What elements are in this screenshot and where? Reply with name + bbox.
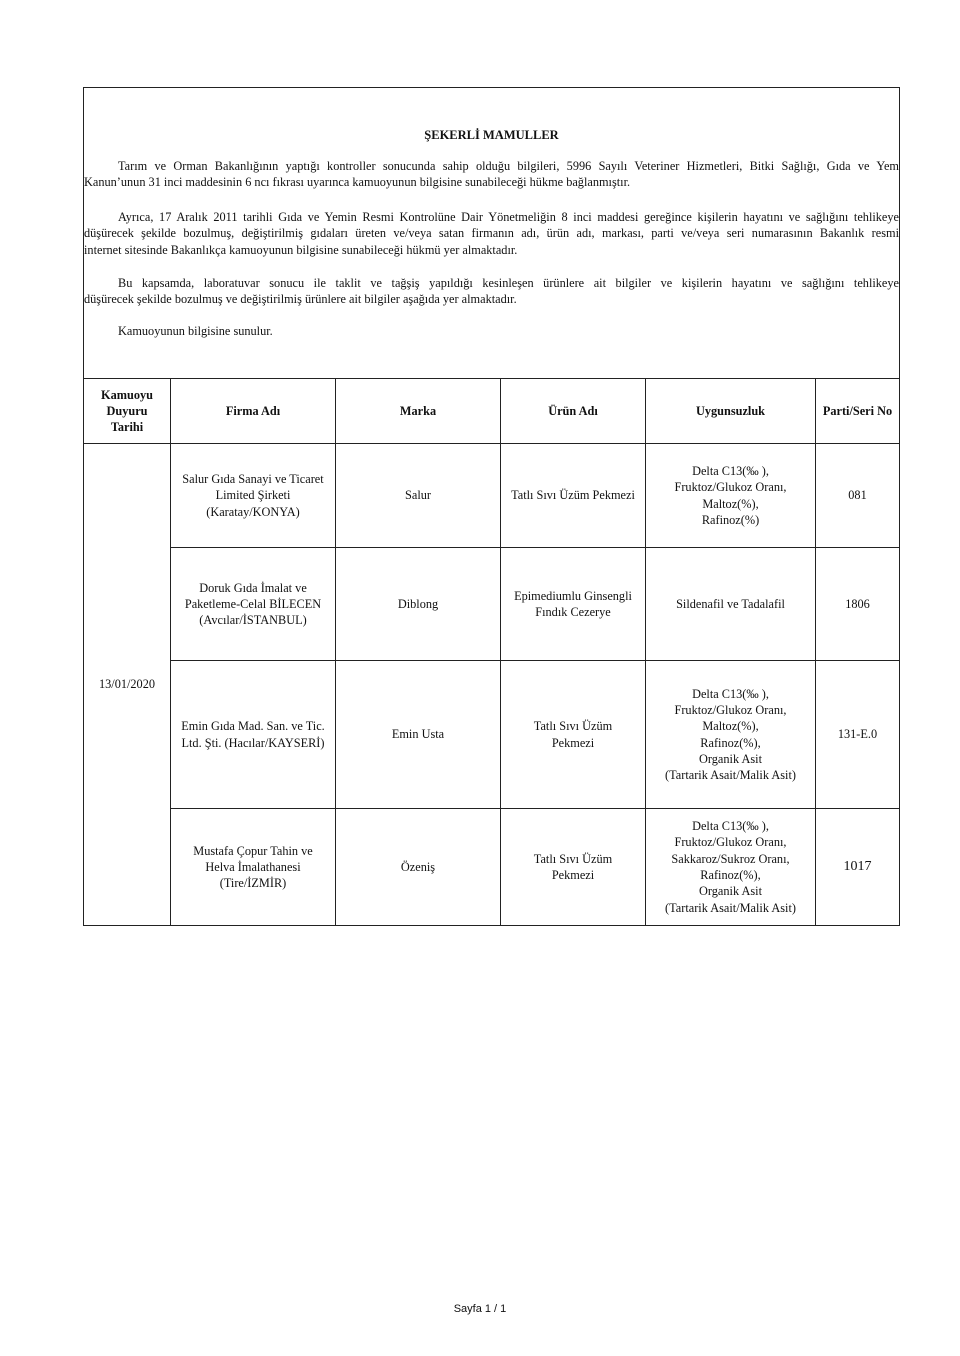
text-line: Tatlı Sıvı Üzüm Pekmezi [511,488,635,503]
header-uygunsuzluk: Uygunsuzluk [645,378,816,444]
line: Tarım ve Orman Bakanlığının yaptığı kont… [118,159,899,173]
line: Kanun’unun 31 inci maddesinin 6 ncı fıkr… [84,175,631,190]
marka-cell: Salur [335,443,501,548]
marka-cell: Özeniş [335,808,501,926]
document-title: ŞEKERLİ MAMULLER [424,128,559,142]
table-header-row: Kamuoyu Duyuru Tarihi Firma Adı Marka Ürün… [83,378,900,444]
text-line: Tatlı Sıvı Üzüm [533,719,613,734]
uygunsuzluk-cell: Sildenafil ve Tadalafil [645,547,816,661]
table-row: Mustafa Çopur Tahin ve Helva İmalathanesi… [84,808,900,926]
uygunsuzluk-cell: Delta C13(‰ ), Fruktoz/Glukoz Oranı, Malto… [645,660,816,809]
text-line: (Karatay/KONYA) [206,504,300,519]
table-row: Emin Gıda Mad. San. ve Tic. Ltd. Şti. (Ha… [84,660,900,809]
text-line: Emin Gıda Mad. San. ve Tic. [181,719,325,734]
table-row: Doruk Gıda İmalat ve Paketleme-Celal BİLE… [84,547,900,661]
uygunsuzluk-cell: Delta C13(‰ ), Fruktoz/Glukoz Oranı, Sakka… [645,808,816,926]
paragraph-1: Tarım ve Orman Bakanlığının yaptığı kont… [84,158,899,191]
text-line: Fruktoz/Glukoz Oranı, [674,835,787,850]
line: Bu kapsamda, laboratuvar sonucu ile takl… [118,276,899,290]
table-row: 13/01/2020 Salur Gıda Sanayi ve Ticaret L… [83,443,900,926]
text-line: (Tartarik Asait/Malik Asit) [665,900,796,915]
text-line: Delta C13(‰ ), [692,463,769,478]
urun-cell: Epimediumlu Ginsengli Fındık Cezerye [500,547,646,661]
text-line: Rafinoz(%), [700,868,761,882]
page-number: Sayfa 1 / 1 [453,1303,507,1315]
text-line: Maltoz(%), [702,719,759,734]
text-line: Fruktoz/Glukoz Oranı, [674,480,787,495]
firma-cell: Emin Gıda Mad. San. ve Tic. Ltd. Şti. (Ha… [170,660,336,809]
paragraph-4: Kamuoyunun bilgisine sunulur. [84,323,899,339]
urun-cell: Tatlı Sıvı Üzüm Pekmezi [500,808,646,926]
text-line: Ltd. Şti. (Hacılar/KAYSERİ) [181,735,325,750]
text-line: Pekmezi [551,735,595,750]
text-line: Organik Asit [699,884,762,899]
text-line: Paketleme-Celal BİLECEN [184,596,322,611]
parti-cell: 1017 [815,808,900,926]
text-line: Parti/Seri No [822,403,893,418]
text-line: Rafinoz(%), [700,735,761,750]
text-line: Kamuoyu [101,387,153,402]
header-date: Kamuoyu Duyuru Tarihi [83,378,171,444]
marka-cell: Emin Usta [335,660,501,809]
announcement-date: 13/01/2020 [83,443,171,926]
text-line: Ürün Adı [548,403,598,418]
text-line: Pekmezi [551,868,595,882]
product-table: Kamuoyu Duyuru Tarihi Firma Adı Marka Ürün… [83,378,900,926]
text-line: Fruktoz/Glukoz Oranı, [674,702,787,717]
text-line: Sakkaroz/Sukroz Oranı, [671,851,790,866]
text-line: Duyuru [106,403,148,418]
text-line: (Tartarik Asait/Malik Asit) [665,768,796,783]
text-line: Sildenafil ve Tadalafil [676,596,785,611]
parti-cell: 081 [815,443,900,548]
text-line: Rafinoz(%) [701,512,760,527]
text-line: Delta C13(‰ ), [692,686,769,701]
text-line: Salur Gıda Sanayi ve Ticaret [182,472,324,487]
intro-box: ŞEKERLİ MAMULLER Tarım ve Orman Bakanlığ… [83,87,900,379]
header-parti: Parti/Seri No [815,378,900,444]
header-urun: Ürün Adı [500,378,646,444]
text-line: (Tire/İZMİR) [219,876,287,891]
uygunsuzluk-cell: Delta C13(‰ ), Fruktoz/Glukoz Oranı, Malto… [645,443,816,548]
text-line: Firma Adı [225,403,281,418]
paragraph-3: Bu kapsamda, laboratuvar sonucu ile takl… [84,275,899,308]
urun-cell: Tatlı Sıvı Üzüm Pekmezi [500,443,646,548]
firma-cell: Mustafa Çopur Tahin ve Helva İmalathanesi… [170,808,336,926]
text-line: Marka [399,403,437,418]
text-line: Organik Asit [699,751,762,766]
text-line: Epimediumlu Ginsengli [514,588,632,603]
urun-cell: Tatlı Sıvı Üzüm Pekmezi [500,660,646,809]
text-line: Uygunsuzluk [695,403,766,418]
line: Kamuoyunun bilgisine sunulur. [118,324,273,338]
text-line: Tarihi [110,420,144,435]
parti-cell: 1806 [815,547,900,661]
text-line: Helva İmalathanesi [205,859,301,874]
header-marka: Marka [335,378,501,444]
marka-cell: Diblong [335,547,501,661]
line: internet sitesinde Bakanlıkça kamuoyunun… [84,242,518,257]
text-line: Fındık Cezerye [535,605,611,619]
header-firma: Firma Adı [170,378,336,444]
firma-cell: Doruk Gıda İmalat ve Paketleme-Celal BİLE… [170,547,336,661]
firma-cell: Salur Gıda Sanayi ve Ticaret Limited Şirk… [170,443,336,548]
text-line: Mustafa Çopur Tahin ve [193,843,313,858]
text-line: Limited Şirketi [215,488,291,503]
line: düşürecek şekilde bozulmuş ve değiştiril… [84,292,517,307]
line: düşürecek şekilde bozulmuş, değiştirilmi… [84,226,899,241]
parti-cell: 131-E.0 [815,660,900,809]
text-line: Tatlı Sıvı Üzüm [533,851,613,866]
text-line: (Avcılar/İSTANBUL) [199,613,307,628]
text-line: Maltoz(%), [702,496,759,511]
text-line: Doruk Gıda İmalat ve [199,580,307,595]
line: Ayrıca, 17 Aralık 2011 tarihli Gıda ve Y… [118,210,899,224]
paragraph-2: Ayrıca, 17 Aralık 2011 tarihli Gıda ve Y… [84,209,899,258]
text-line: Delta C13(‰ ), [692,819,769,834]
